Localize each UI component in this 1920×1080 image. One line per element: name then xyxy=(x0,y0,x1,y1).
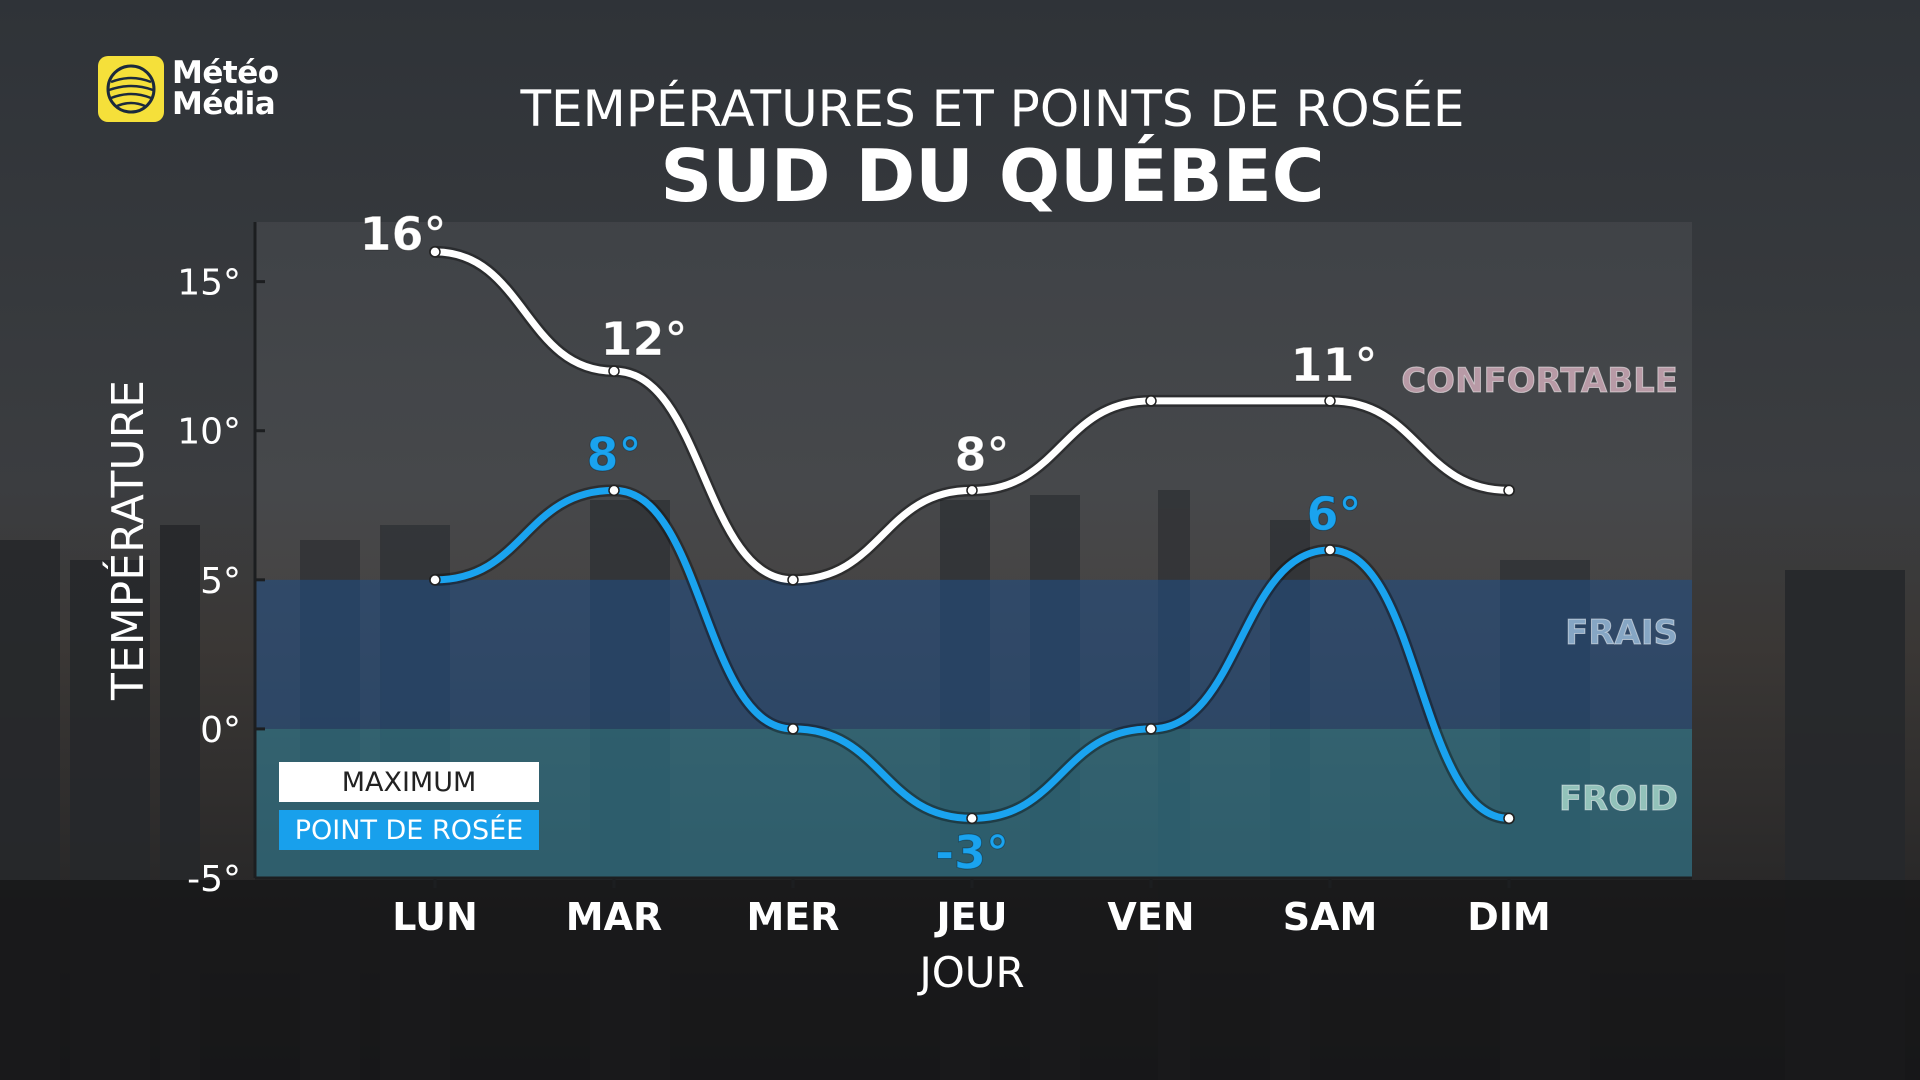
meteomedia-logo: Météo Média xyxy=(98,56,279,122)
series-max-data-label: 11° xyxy=(1290,338,1377,392)
y-tick-label: 5° xyxy=(200,561,241,602)
globe-icon xyxy=(98,56,164,122)
series-dew-data-label: 8° xyxy=(586,427,641,481)
brand-line-2: Média xyxy=(172,86,276,122)
legend-dew-point: POINT DE ROSÉE xyxy=(279,810,539,850)
x-tick-label-mar: MAR xyxy=(566,895,662,939)
x-axis-title: JOUR xyxy=(916,948,1024,997)
series-max-data-label: 12° xyxy=(600,312,687,366)
brand-line-1: Météo xyxy=(172,55,279,91)
series-dew-data-label: -3° xyxy=(935,825,1009,879)
series-max-point xyxy=(1503,484,1515,497)
y-tick-label: -5° xyxy=(187,859,241,900)
y-axis-title: TEMPÉRATURE xyxy=(101,380,154,701)
zone-label-confortable: CONFORTABLE xyxy=(1401,361,1678,401)
x-tick-label-sam: SAM xyxy=(1283,895,1378,939)
x-tick-label-mer: MER xyxy=(746,895,839,939)
y-tick-label: 10° xyxy=(177,412,241,453)
series-max-data-label: 16° xyxy=(359,207,446,261)
series-dew-point xyxy=(966,812,978,825)
series-dew-point xyxy=(1324,544,1336,556)
series-max-point xyxy=(1324,395,1336,407)
series-dew-point xyxy=(787,723,799,735)
series-dew-point xyxy=(1503,812,1515,825)
brand-name: Météo Média xyxy=(172,58,279,120)
x-tick-label-jeu: JEU xyxy=(934,895,1008,939)
zone-frais xyxy=(255,579,1692,729)
series-dew-point xyxy=(608,484,620,497)
series-dew-point xyxy=(429,574,441,586)
series-max-point xyxy=(429,246,441,258)
series-max-data-label: 8° xyxy=(954,427,1009,481)
zone-label-froid: FROID xyxy=(1559,779,1678,819)
chart-title: TEMPÉRATURES ET POINTS DE ROSÉE xyxy=(520,80,1465,138)
series-max-point xyxy=(1145,395,1157,407)
y-tick-label: 15° xyxy=(177,263,241,304)
series-max-point xyxy=(966,484,978,497)
x-tick-label-lun: LUN xyxy=(392,895,478,939)
x-tick-label-ven: VEN xyxy=(1107,895,1194,939)
series-dew-line xyxy=(431,486,1513,822)
zone-label-frais: FRAIS xyxy=(1565,613,1678,653)
series-dew-point xyxy=(1145,723,1157,735)
y-tick-label: 0° xyxy=(200,710,241,751)
zone-froid xyxy=(255,728,1692,878)
legend: MAXIMUM POINT DE ROSÉE xyxy=(279,762,539,858)
chart-subtitle: SUD DU QUÉBEC xyxy=(660,134,1325,218)
series-max-point xyxy=(787,574,799,586)
x-tick-label-dim: DIM xyxy=(1467,895,1551,939)
series-max-point xyxy=(608,365,620,377)
legend-maximum: MAXIMUM xyxy=(279,762,539,802)
series-dew-data-label: 6° xyxy=(1306,487,1361,541)
